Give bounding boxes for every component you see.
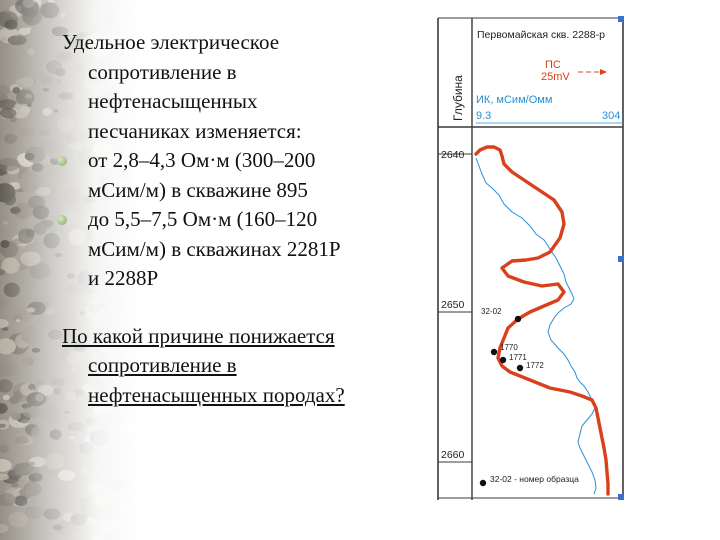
- frame-side-marker: [618, 256, 624, 262]
- ik-induction-curve: [475, 157, 597, 495]
- well-title: Первомайская скв. 2288-р: [477, 29, 605, 41]
- bullet-line: и 2288Р: [88, 266, 159, 290]
- log-frame: [437, 17, 624, 500]
- intro-line: нефтенасыщенных: [88, 89, 258, 113]
- bullet-item: до 5,5–7,5 Ом·м (160–120 мСим/м) в скваж…: [57, 205, 432, 294]
- intro-paragraph: Удельное электрическое сопротивление в н…: [62, 28, 432, 146]
- ps-curve-label: ПС: [545, 59, 561, 71]
- depth-label: 2640: [441, 149, 465, 161]
- intro-line: песчаниках изменяется:: [88, 118, 302, 143]
- sample-marker: [499, 356, 507, 364]
- depth-track-label: Глубина: [451, 75, 465, 121]
- sample-legend: 32-02 - номер образца: [490, 474, 579, 484]
- depth-label: 2660: [441, 449, 465, 461]
- question-line: По какой причине понижается: [62, 323, 335, 348]
- legend-marker: [479, 479, 487, 487]
- bullet-dot-icon: [57, 215, 67, 225]
- depth-label: 2650: [441, 299, 465, 311]
- sample-marker: [516, 364, 524, 372]
- sample-label: 1770: [500, 343, 518, 352]
- question-line: нефтенасыщенных породах?: [88, 382, 345, 407]
- question-line: сопротивление в: [88, 353, 237, 377]
- arrow-right-icon: [600, 69, 607, 75]
- question-paragraph: По какой причине понижается сопротивлени…: [62, 322, 432, 411]
- bullet-item: от 2,8–4,3 Ом·м (300–200 мСим/м) в скваж…: [57, 146, 432, 205]
- slide-text: Удельное электрическое сопротивление в н…: [57, 28, 432, 411]
- ik-scale-max: 304: [602, 110, 620, 122]
- frame-corner-marker: [618, 494, 624, 500]
- sample-marker: [490, 348, 498, 356]
- bullet-dot-icon: [57, 156, 67, 166]
- ik-scale-min: 9.3: [476, 110, 491, 122]
- intro-line: Удельное электрическое: [62, 30, 280, 54]
- frame-corner-marker: [618, 16, 624, 22]
- bullet-line: до 5,5–7,5 Ом·м (160–120: [88, 207, 318, 231]
- sample-label: 32-02: [481, 307, 502, 316]
- ik-curve-label: ИК, мСим/Омм: [476, 94, 552, 106]
- sample-label: 1771: [509, 353, 527, 362]
- sample-marker: [514, 315, 522, 323]
- well-log-figure: Первомайская скв. 2288-р Глубина ПС 25mV…: [437, 16, 624, 500]
- sample-label: 1772: [526, 361, 544, 370]
- ps-scale-label: 25mV: [541, 71, 570, 83]
- bullet-line: мСим/м) в скважине 895: [88, 177, 308, 202]
- bullet-line: от 2,8–4,3 Ом·м (300–200: [88, 148, 316, 172]
- bullet-line: мСим/м) в скважинах 2281Р: [88, 236, 341, 261]
- ps-potential-curve: [474, 145, 610, 496]
- intro-line: сопротивление в: [88, 59, 237, 84]
